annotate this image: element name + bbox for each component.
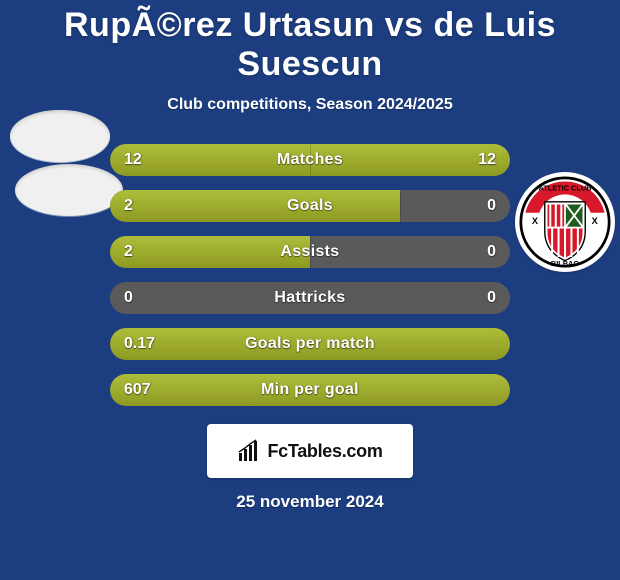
club-badge: ATLETIC CLUB X X BILBAO (515, 172, 615, 272)
svg-text:X: X (592, 216, 599, 226)
stat-label: Min per goal (110, 374, 510, 406)
stat-label: Assists (110, 236, 510, 268)
stat-row: Assists2 0 (110, 236, 510, 268)
stats-container: Matches1212Goals20Assists20Hattricks00Go… (110, 144, 510, 406)
stat-label: Hattricks (110, 282, 510, 314)
stat-value-left: 2 (110, 190, 147, 222)
club-badge-icon: ATLETIC CLUB X X BILBAO (519, 176, 611, 268)
player-logo-left-2 (15, 164, 123, 216)
stat-label: Matches (110, 144, 510, 176)
brand-badge[interactable]: FcTables.com (207, 424, 413, 478)
stat-label: Goals per match (110, 328, 510, 360)
page-subtitle: Club competitions, Season 2024/2025 (167, 96, 452, 114)
svg-text:BILBAO: BILBAO (551, 259, 579, 268)
date-text: 25 november 2024 (236, 492, 383, 512)
stat-row: Goals2 0 (110, 190, 510, 222)
stat-value-right: 0 (473, 190, 510, 222)
stat-row: Min per goal607 (110, 374, 510, 406)
stat-value-left: 0.17 (110, 328, 169, 360)
stat-row: Matches12 12 (110, 144, 510, 176)
page-root: RupÃ©rez Urtasun vs de Luis Suescun Club… (0, 0, 620, 580)
stat-value-left: 0 (110, 282, 147, 314)
stat-value-right: 0 (473, 236, 510, 268)
svg-text:ATLETIC CLUB: ATLETIC CLUB (538, 184, 591, 193)
brand-logo-icon (237, 439, 261, 463)
stat-value-left: 607 (110, 374, 165, 406)
stat-row: Hattricks0 0 (110, 282, 510, 314)
brand-text: FcTables.com (267, 441, 382, 462)
stat-row: Goals per match0.17 (110, 328, 510, 360)
stat-value-left: 12 (110, 144, 156, 176)
svg-text:X: X (532, 216, 539, 226)
stat-value-right: 12 (464, 144, 510, 176)
page-title: RupÃ©rez Urtasun vs de Luis Suescun (0, 6, 620, 84)
player-logo-right-1 (10, 110, 110, 162)
stat-value-right: 0 (473, 282, 510, 314)
stat-label: Goals (110, 190, 510, 222)
stat-value-left: 2 (110, 236, 147, 268)
